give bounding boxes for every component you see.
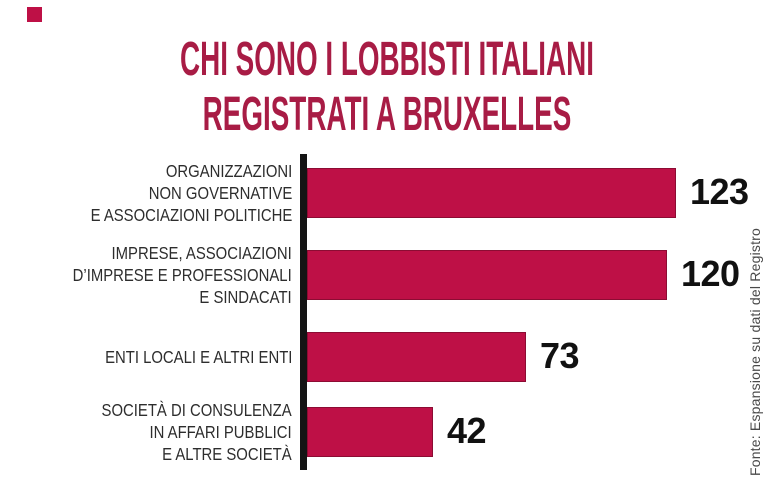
brand-square	[27, 7, 42, 22]
value-label: 73	[540, 335, 580, 377]
category-axis-line	[300, 154, 307, 470]
chart-title-line-1: CHI SONO I LOBBISTI ITALIANI	[180, 33, 594, 86]
chart-title: CHI SONO I LOBBISTI ITALIANI REGISTRATI …	[0, 32, 774, 142]
category-label: ORGANIZZAZIONI NON GOVERNATIVE E ASSOCIAZI…	[90, 160, 292, 226]
category-label: IMPRESE, ASSOCIAZIONI D’IMPRESE E PROFESS…	[73, 242, 292, 308]
category-label-line: D’IMPRESE E PROFESSIONALI	[72, 265, 292, 285]
category-label-line: NON GOVERNATIVE	[148, 183, 292, 203]
value-label: 42	[447, 410, 487, 452]
bar	[307, 250, 667, 300]
bar	[307, 332, 526, 382]
category-label-line: ORGANIZZAZIONI	[165, 161, 292, 181]
category-label-line: E SINDACATI	[199, 287, 292, 307]
value-label: 120	[681, 253, 740, 295]
category-label-line: ENTI LOCALI E ALTRI ENTI	[104, 347, 292, 367]
category-label: ENTI LOCALI E ALTRI ENTI	[105, 346, 292, 368]
category-label: SOCIETÀ DI CONSULENZA IN AFFARI PUBBLICI E…	[102, 399, 292, 465]
chart-title-line-2: REGISTRATI A BRUXELLES	[202, 88, 572, 141]
category-label-line: E ASSOCIAZIONI POLITICHE	[90, 205, 292, 225]
bar	[307, 168, 676, 218]
bar	[307, 407, 433, 457]
source-credit: Fonte: Espansione su dati del Registro	[747, 227, 763, 477]
category-label-line: IMPRESE, ASSOCIAZIONI	[111, 243, 292, 263]
value-label: 123	[690, 171, 749, 213]
category-label-line: IN AFFARI PUBBLICI	[149, 422, 292, 442]
category-label-line: E ALTRE SOCIETÀ	[162, 444, 292, 464]
category-label-line: SOCIETÀ DI CONSULENZA	[101, 400, 292, 420]
